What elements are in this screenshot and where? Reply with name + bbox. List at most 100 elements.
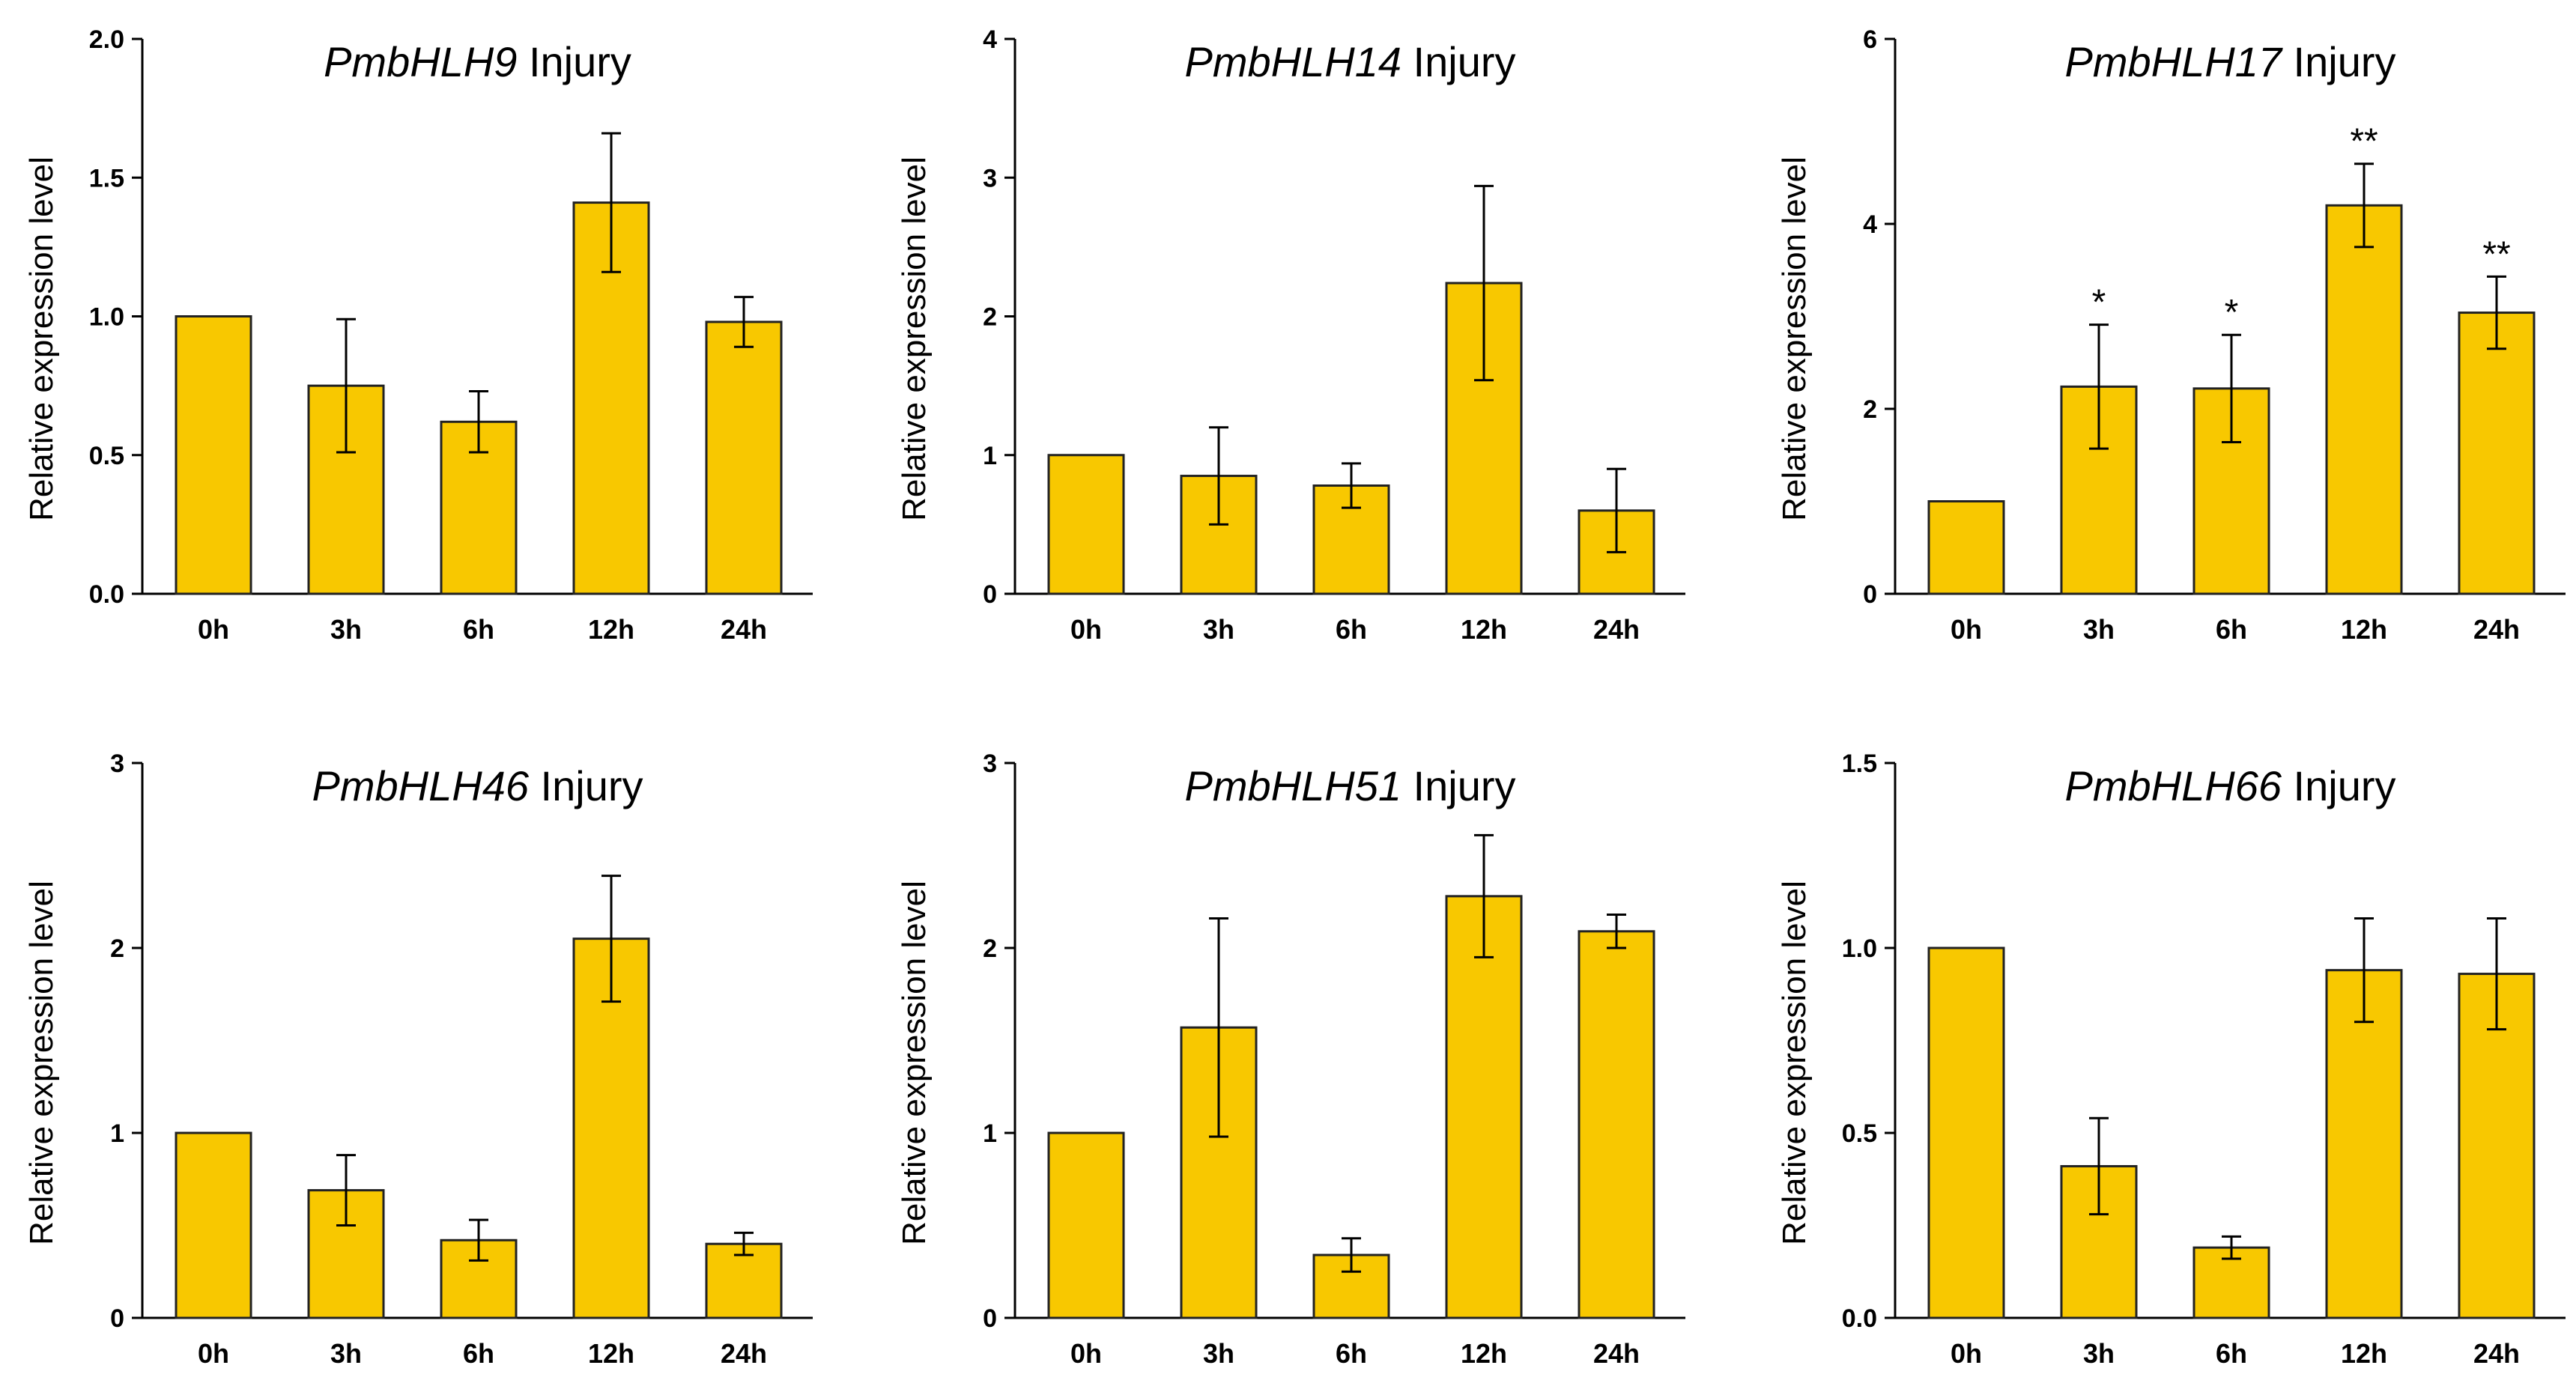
x-tick-label: 6h <box>1336 1338 1367 1369</box>
y-tick-label: 3 <box>110 750 124 778</box>
x-tick-label: 0h <box>1951 614 1982 645</box>
x-tick-label: 6h <box>463 614 494 645</box>
chart-title-suffix: Injury <box>1401 38 1516 85</box>
bar-12h <box>2325 204 2403 595</box>
bar-0h <box>175 315 252 595</box>
bar-0h <box>1927 500 2005 595</box>
chart-title-suffix: Injury <box>517 38 631 85</box>
y-tick-label: 2 <box>983 934 997 963</box>
y-tick-label: 0.0 <box>1842 1304 1877 1333</box>
chart-title-gene: PmbHLH14 <box>1185 38 1401 85</box>
significance-marker: * <box>2092 283 2106 323</box>
chart-title-gene: PmbHLH46 <box>312 762 530 809</box>
chart-panel-2: 0 1 2 3 4 Relative expression level PmbHLH14 I… <box>896 25 1685 645</box>
y-tick-label: 1.5 <box>1842 750 1877 778</box>
x-tick-label: 6h <box>2216 614 2247 645</box>
y-tick-label: 2 <box>110 934 124 963</box>
y-tick-label: 1.5 <box>89 164 124 192</box>
x-tick-label: 12h <box>1461 614 1507 645</box>
x-tick-label: 24h <box>721 614 767 645</box>
y-axis-label: Relative expression level <box>23 881 60 1245</box>
x-tick-label: 3h <box>2083 1338 2115 1369</box>
chart-panel-5: 0 1 2 3 Relative expression level PmbHLH51 In… <box>896 750 1685 1369</box>
y-tick-label: 6 <box>1863 25 1877 54</box>
y-tick-label: 1 <box>983 442 997 470</box>
chart-title: PmbHLH17 Injury <box>2065 38 2396 85</box>
y-axis-label: Relative expression level <box>896 156 933 521</box>
significance-marker: ** <box>2350 122 2378 162</box>
y-tick-label: 4 <box>983 25 997 54</box>
y-axis-label: Relative expression level <box>23 156 60 521</box>
x-tick-label: 6h <box>2216 1338 2247 1369</box>
x-tick-label: 24h <box>2473 614 2520 645</box>
y-tick-label: 0 <box>110 1304 124 1333</box>
chart-panel-3: 0 2 4 6 Relative expression level PmbHLH17 In… <box>1776 25 2566 645</box>
y-tick-label: 0.5 <box>89 442 124 470</box>
y-tick-label: 2 <box>983 303 997 332</box>
chart-title: PmbHLH66 Injury <box>2065 762 2396 809</box>
chart-title-suffix: Injury <box>2282 762 2396 809</box>
x-tick-label: 3h <box>1203 614 1234 645</box>
y-tick-label: 4 <box>1863 210 1877 239</box>
bar-0h <box>175 1131 252 1319</box>
x-tick-label: 0h <box>198 614 229 645</box>
bar-24h <box>1578 930 1655 1319</box>
y-axis-label: Relative expression level <box>896 881 933 1245</box>
x-tick-label: 24h <box>1593 1338 1640 1369</box>
y-axis-label: Relative expression level <box>1776 156 1813 521</box>
y-tick-label: 0.5 <box>1842 1119 1877 1148</box>
x-tick-label: 0h <box>1070 1338 1102 1369</box>
chart-panel-6: 0.0 0.5 1.0 1.5 Relative expression level Pmb… <box>1776 750 2566 1369</box>
chart-title: PmbHLH14 Injury <box>1185 38 1516 85</box>
significance-marker: ** <box>2482 234 2510 274</box>
x-tick-label: 0h <box>198 1338 229 1369</box>
chart-title-suffix: Injury <box>2282 38 2396 85</box>
chart-panel-4: 0 1 2 3 Relative expression level PmbHLH46 In… <box>23 750 813 1369</box>
y-tick-label: 0 <box>1863 580 1877 609</box>
y-tick-label: 3 <box>983 164 997 192</box>
chart-panel-1: 0.0 0.5 1.0 1.5 2.0 Relative expression level… <box>23 25 813 645</box>
chart-title: PmbHLH51 Injury <box>1185 762 1516 809</box>
bar-12h <box>1445 895 1523 1319</box>
x-tick-label: 0h <box>1951 1338 1982 1369</box>
bar-12h <box>2325 969 2403 1319</box>
bar-0h <box>1047 1131 1125 1319</box>
x-tick-label: 12h <box>588 1338 634 1369</box>
y-tick-label: 1 <box>983 1119 997 1148</box>
x-tick-label: 6h <box>463 1338 494 1369</box>
x-tick-label: 12h <box>588 614 634 645</box>
x-tick-label: 6h <box>1336 614 1367 645</box>
x-tick-label: 3h <box>1203 1338 1234 1369</box>
x-tick-label: 12h <box>1461 1338 1507 1369</box>
chart-title-suffix: Injury <box>529 762 643 809</box>
bar-24h <box>2458 311 2536 595</box>
y-tick-label: 1.0 <box>89 303 124 332</box>
x-tick-label: 3h <box>330 1338 362 1369</box>
bar-24h <box>2458 973 2536 1319</box>
x-tick-label: 24h <box>721 1338 767 1369</box>
chart-title-gene: PmbHLH66 <box>2065 762 2282 809</box>
chart-title-gene: PmbHLH51 <box>1185 762 1401 809</box>
chart-title-gene: PmbHLH17 <box>2065 38 2283 85</box>
chart-title: PmbHLH46 Injury <box>312 762 643 809</box>
y-tick-label: 2.0 <box>89 25 124 54</box>
significance-marker: * <box>2225 293 2239 332</box>
y-tick-label: 1 <box>110 1119 124 1148</box>
x-tick-label: 3h <box>2083 614 2115 645</box>
x-tick-label: 24h <box>2473 1338 2520 1369</box>
bar-0h <box>1927 946 2005 1319</box>
y-tick-label: 0 <box>983 580 997 609</box>
chart-title-suffix: Injury <box>1401 762 1516 809</box>
y-tick-label: 3 <box>983 750 997 778</box>
x-tick-label: 3h <box>330 614 362 645</box>
bar-0h <box>1047 454 1125 595</box>
chart-title-gene: PmbHLH9 <box>324 38 517 85</box>
bar-24h <box>705 320 783 595</box>
chart-title: PmbHLH9 Injury <box>324 38 631 85</box>
y-tick-label: 0.0 <box>89 580 124 609</box>
y-tick-label: 2 <box>1863 395 1877 424</box>
x-tick-label: 12h <box>2341 1338 2387 1369</box>
y-tick-label: 0 <box>983 1304 997 1333</box>
y-tick-label: 1.0 <box>1842 934 1877 963</box>
